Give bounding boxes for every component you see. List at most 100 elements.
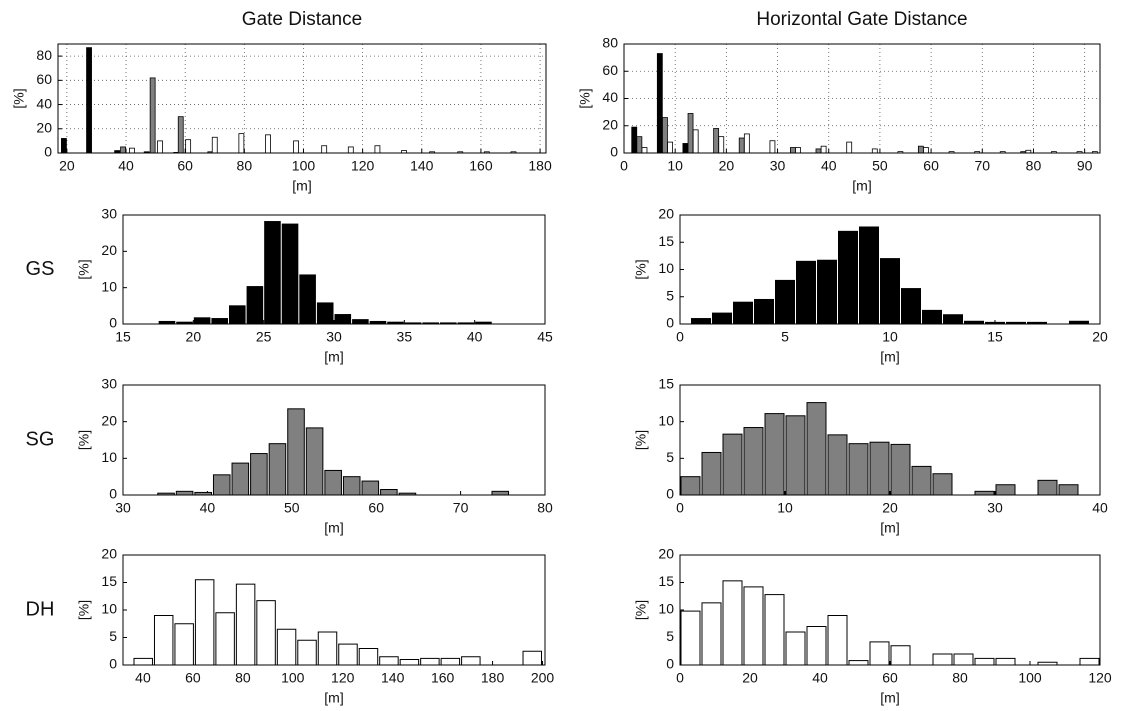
- x-tick-label: 0: [620, 158, 628, 174]
- histogram-bar: [281, 223, 299, 325]
- histogram-bar: [246, 286, 264, 325]
- x-tick-label: 90: [1077, 158, 1093, 174]
- x-tick-label: 100: [1018, 670, 1042, 686]
- x-tick-label: 60: [923, 158, 939, 174]
- y-tick-label: 0: [666, 486, 674, 502]
- histogram-bar: [743, 586, 764, 666]
- x-tick-label: 40: [467, 329, 483, 345]
- x-tick-label: 10: [667, 158, 683, 174]
- y-tick-label: 0: [109, 315, 117, 331]
- x-axis-label: [m]: [324, 690, 343, 706]
- x-tick-label: 140: [381, 670, 405, 686]
- bar: [815, 148, 822, 154]
- x-axis-label: [m]: [852, 178, 871, 194]
- histogram-bar: [701, 602, 722, 666]
- histogram-bar: [901, 288, 921, 325]
- histogram-bar: [175, 490, 194, 496]
- y-tick-label: 0: [610, 144, 618, 160]
- histogram-bar: [712, 312, 732, 325]
- x-tick-label: 40: [821, 158, 837, 174]
- histogram-bar: [838, 230, 858, 325]
- bar: [61, 138, 67, 154]
- histogram-bar: [133, 657, 153, 666]
- histogram-bar: [733, 301, 753, 325]
- bar: [917, 145, 924, 154]
- x-tick-label: 200: [531, 670, 555, 686]
- y-axis-label: [%]: [633, 259, 649, 279]
- histogram-bar: [806, 402, 827, 496]
- histogram-bar: [785, 415, 806, 496]
- histogram-bar: [827, 615, 848, 666]
- x-tick-label: 5: [781, 329, 789, 345]
- y-axis-label: [%]: [577, 88, 593, 108]
- histogram-bar: [880, 258, 900, 325]
- histogram-bar: [174, 623, 194, 666]
- histogram-bar: [754, 298, 774, 325]
- histogram-bar: [299, 274, 316, 325]
- x-axis-label: [m]: [880, 349, 899, 365]
- bar: [769, 140, 776, 154]
- histogram-bar: [869, 641, 890, 666]
- bar: [713, 128, 720, 154]
- row-label: GS: [26, 258, 55, 280]
- x-tick-label: 20: [882, 500, 898, 516]
- x-tick-label: 40: [135, 670, 151, 686]
- x-tick-label: 80: [235, 670, 251, 686]
- histogram-bar: [268, 443, 287, 496]
- histogram-bar: [215, 612, 235, 666]
- histogram-bar: [1058, 484, 1079, 496]
- y-tick-label: 5: [109, 628, 117, 644]
- x-tick-label: 50: [872, 158, 888, 174]
- bar: [743, 133, 750, 154]
- y-tick-label: 20: [602, 116, 618, 132]
- x-tick-label: 40: [1092, 500, 1108, 516]
- histogram-bar: [806, 626, 827, 666]
- histogram-bar: [229, 305, 246, 325]
- x-tick-label: 0: [676, 500, 684, 516]
- x-tick-label: 25: [256, 329, 272, 345]
- histogram-bar: [922, 309, 942, 325]
- x-tick-label: 180: [528, 158, 552, 174]
- histogram-bar: [153, 615, 174, 666]
- histogram-bar: [848, 660, 869, 666]
- y-tick-label: 20: [658, 206, 674, 222]
- axes-frame: [122, 554, 546, 666]
- bar: [321, 145, 328, 154]
- bar: [265, 134, 271, 154]
- histogram-bar: [334, 314, 352, 325]
- axes-frame: [679, 554, 1101, 666]
- x-axis-label: [m]: [880, 520, 899, 536]
- x-tick-label: 10: [882, 329, 898, 345]
- histogram-bar: [764, 413, 785, 496]
- bar: [149, 77, 156, 154]
- histogram-bar: [379, 656, 399, 666]
- histogram-bar: [785, 631, 806, 666]
- histogram-bar: [743, 427, 764, 496]
- x-axis-label: [m]: [324, 520, 343, 536]
- x-tick-label: 60: [368, 500, 384, 516]
- histogram-bar: [342, 476, 361, 496]
- bar: [157, 140, 163, 154]
- bar: [185, 139, 192, 154]
- x-tick-label: 100: [292, 158, 316, 174]
- histogram-bar: [932, 473, 953, 496]
- y-tick-label: 0: [109, 486, 117, 502]
- histogram-bar: [235, 583, 256, 666]
- y-axis-label: [%]: [633, 430, 649, 450]
- histogram-bar: [943, 314, 963, 325]
- x-tick-label: 30: [987, 500, 1003, 516]
- y-tick-label: 30: [101, 206, 117, 222]
- bar: [687, 113, 694, 154]
- histogram-bar: [974, 490, 995, 496]
- histogram-bar: [193, 317, 211, 325]
- x-tick-label: 160: [469, 158, 493, 174]
- x-tick-label: 180: [481, 670, 505, 686]
- y-tick-label: 0: [666, 656, 674, 672]
- x-tick-label: 40: [118, 158, 134, 174]
- x-tick-label: 120: [1088, 670, 1112, 686]
- histogram-bar: [974, 657, 995, 666]
- histogram-bar: [764, 594, 785, 666]
- x-tick-label: 120: [331, 670, 355, 686]
- x-axis-label: [m]: [880, 690, 899, 706]
- x-tick-label: 40: [200, 500, 216, 516]
